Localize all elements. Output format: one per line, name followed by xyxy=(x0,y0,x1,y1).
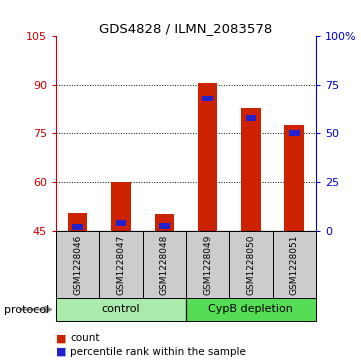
Text: GSM1228050: GSM1228050 xyxy=(247,235,255,295)
Title: GDS4828 / ILMN_2083578: GDS4828 / ILMN_2083578 xyxy=(99,22,273,35)
Text: ■: ■ xyxy=(56,333,66,343)
Bar xyxy=(186,298,316,321)
Bar xyxy=(72,224,83,229)
Text: percentile rank within the sample: percentile rank within the sample xyxy=(70,347,246,357)
Text: protocol: protocol xyxy=(4,305,49,315)
Bar xyxy=(155,214,174,231)
Bar xyxy=(159,223,170,229)
Text: GSM1228049: GSM1228049 xyxy=(203,235,212,295)
Text: ■: ■ xyxy=(56,347,66,357)
Bar xyxy=(111,182,131,231)
Text: control: control xyxy=(102,305,140,314)
Bar xyxy=(116,220,126,226)
Text: GSM1228046: GSM1228046 xyxy=(73,235,82,295)
Bar xyxy=(202,95,213,101)
Text: CypB depletion: CypB depletion xyxy=(208,305,293,314)
Text: GSM1228048: GSM1228048 xyxy=(160,235,169,295)
Bar xyxy=(68,213,87,231)
Bar xyxy=(56,298,186,321)
Text: GSM1228051: GSM1228051 xyxy=(290,235,299,295)
Text: count: count xyxy=(70,333,100,343)
Bar xyxy=(241,107,261,231)
Bar xyxy=(245,115,256,121)
Bar xyxy=(284,125,304,231)
Bar xyxy=(198,83,217,231)
Text: GSM1228047: GSM1228047 xyxy=(117,235,125,295)
Bar xyxy=(289,130,300,136)
